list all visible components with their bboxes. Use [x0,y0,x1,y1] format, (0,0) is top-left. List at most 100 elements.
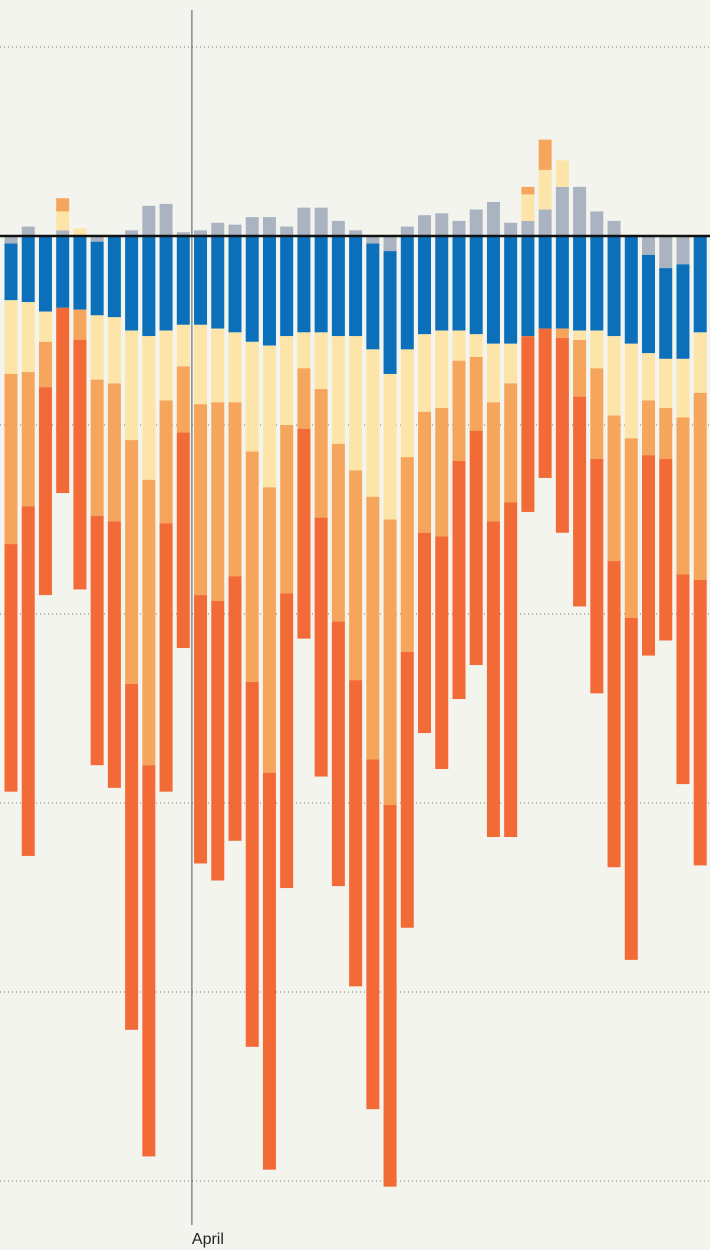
bar-segment [228,224,242,236]
bar-segment [573,396,587,607]
bar-segment [452,330,466,361]
bar-segment [331,336,345,444]
bar-segment [228,332,242,403]
bar-segment [107,383,121,522]
bar-segment [435,407,449,537]
bar-segment [642,236,656,255]
bar-segment [142,236,156,337]
bar-segment [538,139,552,170]
bar-segment [590,368,604,460]
bar-segment [590,236,604,331]
bar-segment [194,404,208,596]
bar-segment [194,595,208,864]
bar-segment [4,236,18,244]
bar-segment [125,230,139,236]
bar-segment [38,341,52,388]
bar-segment [607,561,621,868]
bar-segment [607,236,621,337]
bar-segment [383,251,397,374]
bar-segment [693,392,707,580]
bar-segment [659,236,673,269]
bar-segment [418,334,432,412]
bar-segment [90,515,104,766]
bar-segment [349,470,363,681]
bar-segment [159,203,173,236]
bar-segment [349,236,363,337]
bar-segment [366,236,380,244]
bar-segment [349,230,363,236]
bar-segment [590,459,604,694]
bar-segment [521,186,535,195]
bar-segment [659,407,673,460]
bar-segment [280,336,294,425]
bar-segment [176,432,190,649]
bar-segment [521,220,535,236]
bar-segment [504,502,518,838]
bar-segment [366,496,380,760]
bar-segment [504,222,518,236]
bar-segment [555,338,569,533]
bar-segment [314,207,328,236]
bar-segment [73,309,87,340]
bar-segment [642,400,656,456]
bar-segment [538,236,552,329]
bar-segment [331,236,345,337]
bar-segment [228,402,242,577]
bar-segment [435,236,449,331]
bar-segment [573,330,587,340]
bar-segment [211,600,225,881]
bar-segment [555,186,569,236]
bar-segment [297,236,311,333]
bar-segment [262,345,276,488]
bar-segment [125,236,139,331]
bar-segment [504,383,518,503]
bar-segment [314,517,328,777]
bar-segment [676,264,690,359]
bar-segment [314,389,328,518]
bar-segment [125,440,139,684]
bar-segment [176,236,190,325]
bar-segment [504,343,518,384]
bar-segment [245,217,259,236]
bar-segment [400,651,414,928]
bar-segment [90,241,104,316]
bar-segment [56,211,70,231]
bar-segment [418,411,432,533]
bar-segment [573,186,587,236]
bar-segment [504,236,518,344]
bar-segment [159,330,173,401]
bar-segment [400,236,414,350]
bar-segment [90,379,104,516]
bar-segment [607,336,621,416]
bar-segment [486,521,500,838]
bar-segment [452,220,466,236]
bar-segment [349,680,363,987]
bar-segment [486,402,500,522]
bar-segment [73,339,87,590]
bar-segment [538,169,552,210]
bar-segment [521,236,535,337]
bar-segment [262,217,276,236]
bar-segment [331,443,345,622]
bar-segment [486,343,500,403]
bar-segment [624,343,638,439]
bar-segment [469,236,483,335]
bar-segment [4,544,18,792]
bar-segment [245,451,259,683]
bar-segment [486,201,500,236]
bar-segment [107,521,121,788]
bar-segment [38,236,52,312]
bar-segment [176,366,190,433]
bar-segment [590,330,604,369]
bar-segment [538,209,552,236]
bar-segment [659,268,673,359]
bar-segment [486,236,500,344]
bar-segment [262,487,276,773]
bar-segment [693,332,707,393]
bar-segment [194,236,208,325]
bar-segment [21,236,35,303]
bar-segment [211,328,225,403]
bar-segment [383,804,397,1187]
bar-segment [56,236,70,308]
